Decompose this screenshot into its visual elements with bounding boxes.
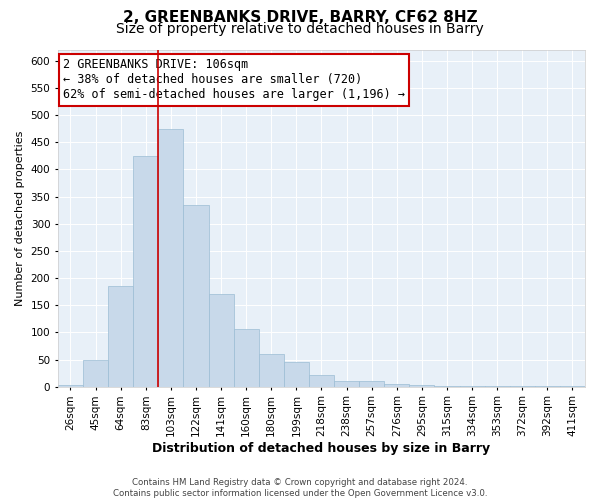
Text: 2 GREENBANKS DRIVE: 106sqm
← 38% of detached houses are smaller (720)
62% of sem: 2 GREENBANKS DRIVE: 106sqm ← 38% of deta… (63, 58, 405, 102)
Bar (359, 382, 384, 386)
Bar (284, 362, 309, 386)
Bar (409, 385, 434, 386)
Bar (58, 385, 83, 386)
Text: Contains HM Land Registry data © Crown copyright and database right 2024.
Contai: Contains HM Land Registry data © Crown c… (113, 478, 487, 498)
Bar (384, 384, 409, 386)
Bar (133, 156, 158, 386)
Bar (108, 286, 133, 386)
Bar (233, 328, 259, 386)
Bar (83, 360, 108, 386)
Bar (184, 205, 209, 386)
Text: Size of property relative to detached houses in Barry: Size of property relative to detached ho… (116, 22, 484, 36)
Bar (259, 354, 284, 386)
Y-axis label: Number of detached properties: Number of detached properties (15, 130, 25, 306)
Bar (158, 128, 184, 386)
Text: 2, GREENBANKS DRIVE, BARRY, CF62 8HZ: 2, GREENBANKS DRIVE, BARRY, CF62 8HZ (122, 10, 478, 25)
Bar (309, 374, 334, 386)
Bar (209, 294, 233, 386)
Bar (334, 382, 359, 386)
X-axis label: Distribution of detached houses by size in Barry: Distribution of detached houses by size … (152, 442, 491, 455)
